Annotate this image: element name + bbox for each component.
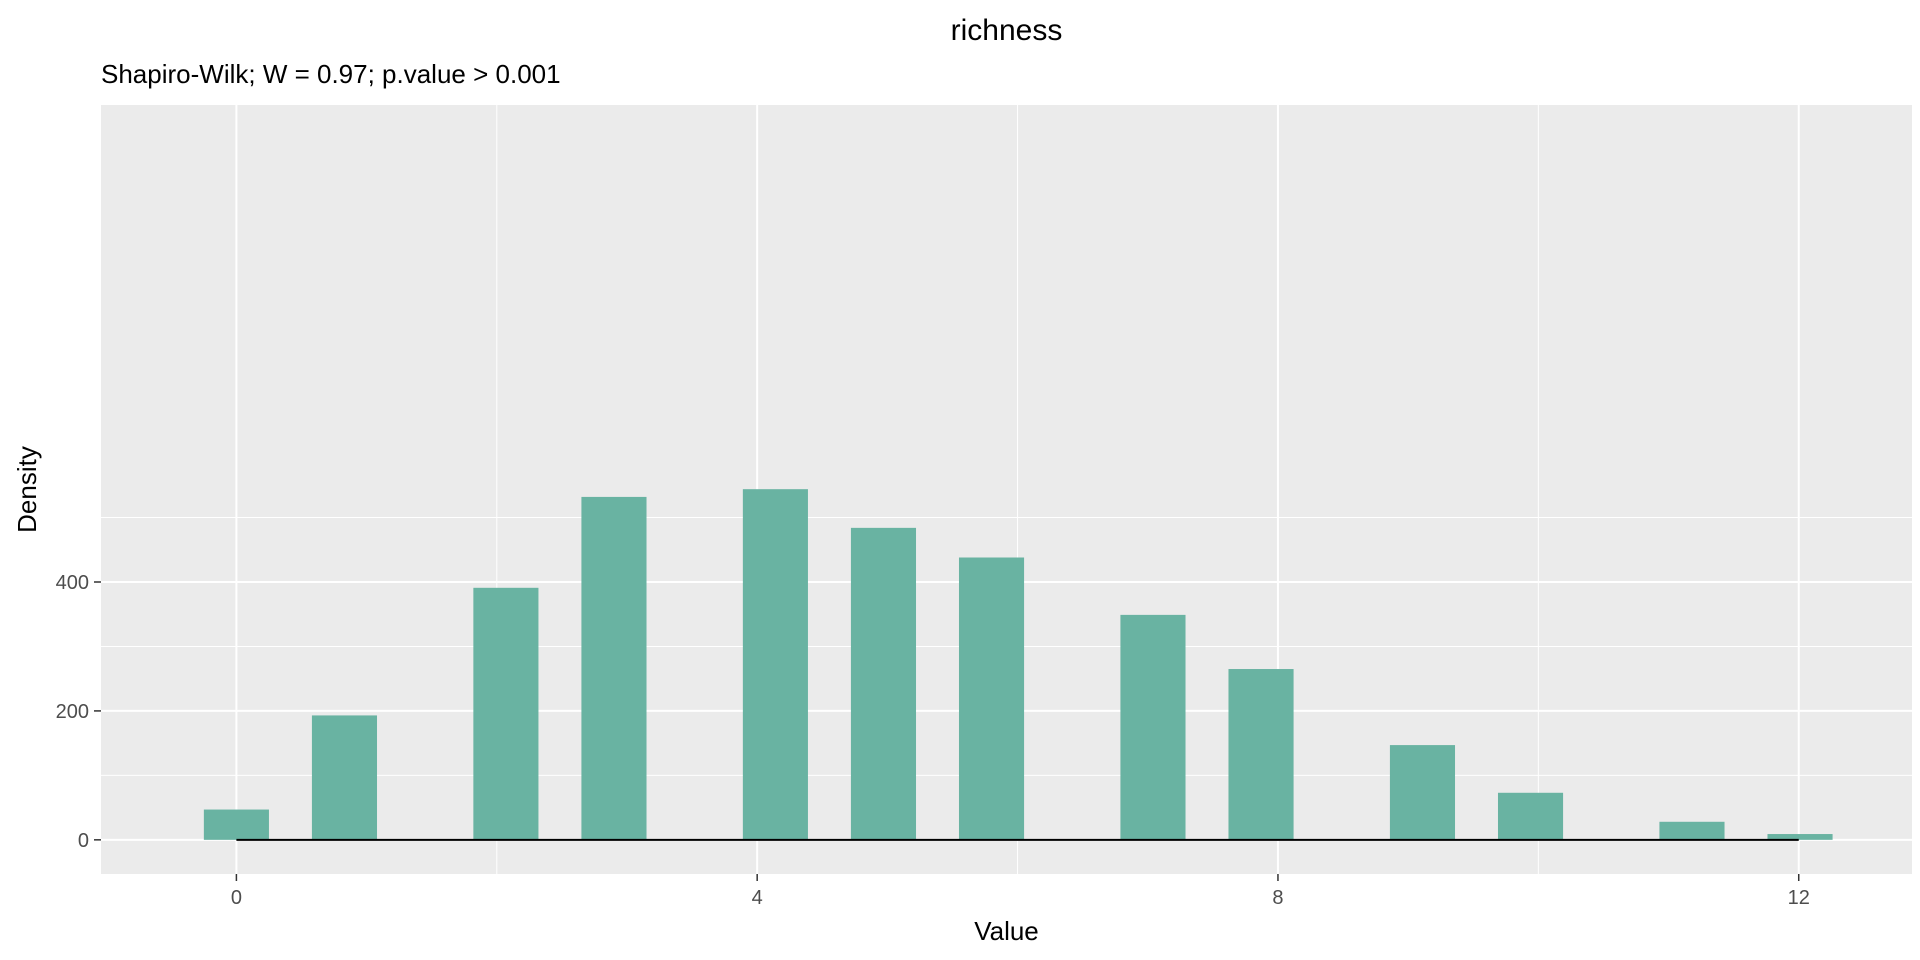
bar bbox=[1767, 834, 1833, 840]
bar bbox=[850, 527, 917, 840]
bar bbox=[1659, 821, 1725, 840]
tick-labels: 0 4 8 12 0 200 400 bbox=[56, 572, 1810, 909]
y-tick-label: 200 bbox=[56, 701, 89, 723]
x-tick-label: 8 bbox=[1272, 887, 1283, 909]
x-tick-label: 4 bbox=[752, 887, 763, 909]
chart-title: richness bbox=[951, 14, 1063, 47]
bar bbox=[742, 489, 808, 840]
bar bbox=[311, 715, 378, 840]
bar bbox=[1120, 614, 1186, 840]
x-tick-label: 12 bbox=[1788, 887, 1810, 909]
y-tick-label: 400 bbox=[56, 572, 89, 594]
x-axis-title: Value bbox=[974, 916, 1039, 946]
bar bbox=[1497, 792, 1564, 840]
bar bbox=[203, 809, 269, 840]
chart-subtitle: Shapiro-Wilk; W = 0.97; p.value > 0.001 bbox=[101, 59, 561, 89]
y-axis-title: Density bbox=[12, 446, 42, 533]
bar bbox=[1228, 669, 1294, 840]
bars bbox=[203, 489, 1833, 840]
y-tick-label: 0 bbox=[78, 830, 89, 852]
bar bbox=[581, 496, 647, 840]
bar bbox=[1389, 745, 1456, 840]
bar bbox=[958, 557, 1025, 840]
axis-ticks bbox=[94, 581, 1800, 881]
x-tick-label: 0 bbox=[231, 887, 242, 909]
bar bbox=[473, 587, 539, 840]
